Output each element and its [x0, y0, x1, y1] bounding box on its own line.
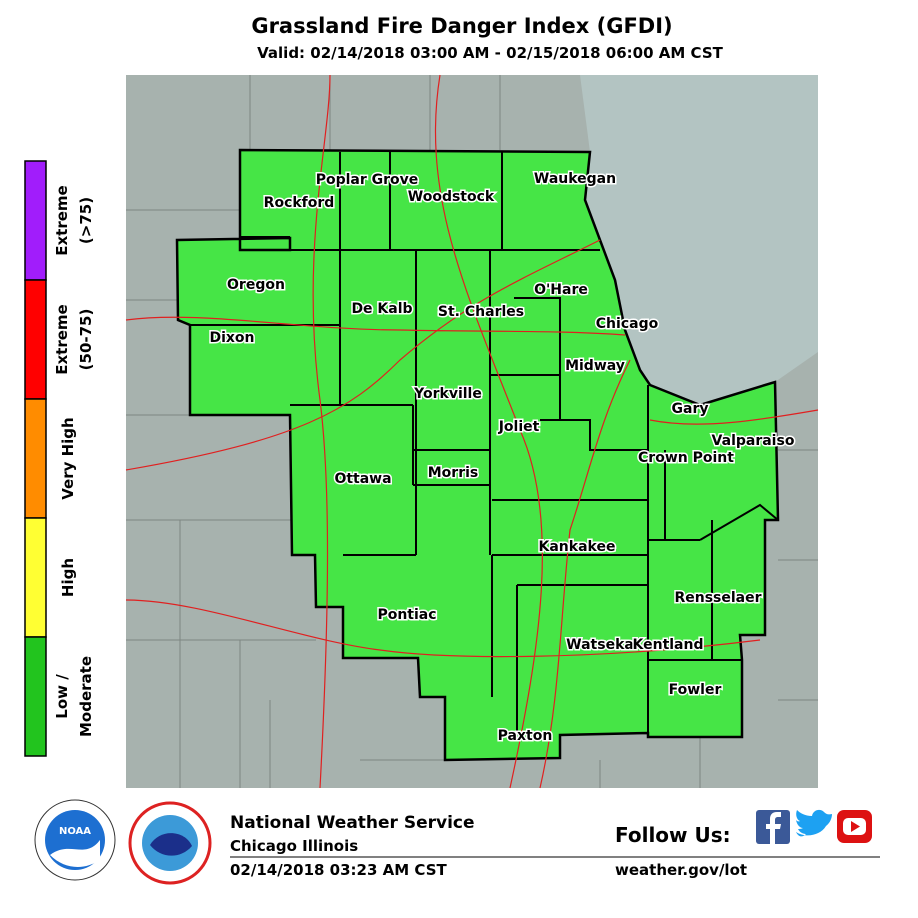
legend-swatch	[24, 279, 47, 400]
legend-swatch	[24, 160, 47, 281]
place-label: Fowler	[669, 682, 722, 698]
place-label: St. Charles	[438, 304, 524, 320]
legend-label: (>75)	[77, 197, 95, 244]
roads	[125, 74, 819, 789]
noaa-logo: NOAA	[34, 799, 116, 881]
place-label: Morris	[428, 465, 479, 481]
place-label: Kankakee	[539, 539, 616, 555]
legend-label: Very High	[59, 417, 77, 499]
legend-label: Low /	[53, 674, 71, 719]
county-lines	[190, 152, 779, 737]
place-label: Crown Point	[638, 450, 734, 466]
place-label: Paxton	[498, 728, 553, 744]
place-label: Waukegan	[534, 171, 616, 187]
place-label: Kentland	[633, 637, 704, 653]
place-label: Valparaiso	[712, 433, 795, 449]
logo-text: NOAA	[59, 826, 91, 837]
fire-danger-area	[175, 148, 780, 762]
place-label: Yorkville	[413, 386, 482, 402]
follow: Follow Us:	[615, 823, 731, 847]
legend-label: Moderate	[77, 656, 95, 737]
place-label: Watseka	[566, 637, 634, 653]
place-label: O'Hare	[534, 282, 588, 298]
agency: National Weather Service	[230, 813, 475, 833]
url: weather.gov/lot	[615, 861, 747, 879]
issued: 02/14/2018 03:23 AM CST	[230, 861, 447, 879]
legend-swatch	[24, 636, 47, 757]
legend: Extreme (>75) Extreme (50-75) Very High High L…	[24, 160, 95, 757]
place-label: Ottawa	[334, 471, 391, 487]
legend-label: Extreme	[53, 185, 71, 255]
legend-swatch	[24, 517, 47, 638]
place-label: De Kalb	[351, 301, 412, 317]
place-label: Midway	[565, 358, 625, 374]
twitter-icon[interactable]	[796, 809, 832, 837]
place-label: Gary	[672, 401, 709, 417]
nws-logo	[128, 801, 212, 885]
subtitle: Valid: 02/14/2018 03:00 AM - 02/15/2018 …	[257, 44, 723, 62]
place-label: Rockford	[264, 195, 335, 211]
facebook-glyph	[766, 812, 781, 844]
place-label: Dixon	[209, 330, 254, 346]
youtube-play	[851, 821, 860, 832]
place-label: Chicago	[596, 316, 659, 332]
legend-label: (50-75)	[77, 309, 95, 371]
office: Chicago Illinois	[230, 837, 358, 855]
place-label: Pontiac	[377, 607, 436, 623]
lake-michigan	[575, 75, 818, 405]
place-label: Poplar Grove	[316, 172, 419, 188]
place-label: Woodstock	[408, 189, 495, 205]
title: Grassland Fire Danger Index (GFDI)	[251, 14, 672, 38]
place-label: Joliet	[498, 419, 540, 435]
legend-label: High	[59, 558, 77, 597]
place-label: Rensselaer	[674, 590, 761, 606]
place-label: Oregon	[227, 277, 285, 293]
legend-swatch	[24, 398, 47, 519]
legend-label: Extreme	[53, 304, 71, 374]
